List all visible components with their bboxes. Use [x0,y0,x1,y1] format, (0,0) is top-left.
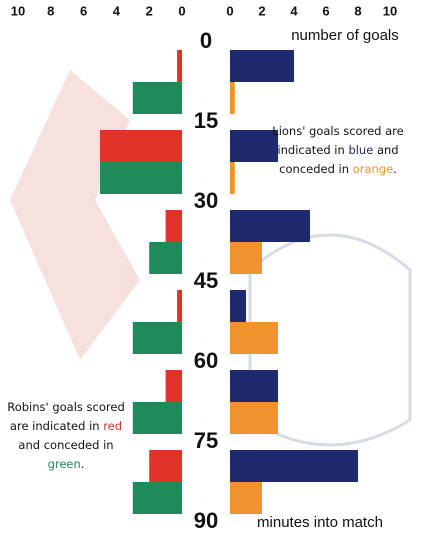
bar [149,242,182,274]
y-tick-label: 15 [194,108,218,133]
bar [230,162,235,194]
robins-emblem [10,70,140,360]
x-tick-label: 6 [80,3,87,18]
bar [177,290,182,322]
x-tick-label: 8 [47,3,54,18]
bar [230,322,278,354]
bar [132,482,182,514]
note-text: . [80,457,85,471]
note-text: Lions' goals scored are indicated in [272,124,404,157]
bar [230,450,358,482]
bar [230,402,278,434]
y-axis-label: minutes into match [257,514,383,531]
robins-note: Robins' goals scored are indicated in re… [0,398,132,474]
bar [230,130,278,162]
x-tick-label: 10 [11,3,25,18]
note-text: and conceded in [18,438,114,452]
bar [132,82,182,114]
note-text: . [393,162,397,176]
bar [132,322,182,354]
note-text: and conceded in [279,143,399,176]
bar [230,242,262,274]
bar [149,450,182,482]
x-tick-label: 0 [178,3,185,18]
bar [230,370,278,402]
y-tick-label: 30 [194,188,218,213]
y-tick-label: 90 [194,508,218,533]
bar [165,370,182,402]
bar [230,210,310,242]
bar [177,50,182,82]
bar [165,210,182,242]
note-text: red [103,419,123,433]
bar [230,482,262,514]
x-tick-label: 4 [113,3,121,18]
bar [132,402,182,434]
bar [230,50,294,82]
bar [100,130,182,162]
x-tick-label: 8 [354,3,361,18]
x-tick-label: 10 [383,3,397,18]
note-text: green [47,457,81,471]
y-tick-label: 45 [194,268,218,293]
y-tick-label: 75 [194,428,218,453]
x-tick-label: 0 [226,3,233,18]
y-tick-label: 60 [194,348,218,373]
note-text: blue [348,143,374,157]
x-tick-label: 4 [290,3,298,18]
bar [100,162,182,194]
x-tick-label: 2 [258,3,265,18]
x-axis-label: number of goals [291,27,399,44]
y-tick-label: 0 [200,28,212,53]
bar [230,82,235,114]
bar [230,290,246,322]
x-tick-label: 2 [146,3,153,18]
note-text: orange [352,162,394,176]
x-tick-label: 6 [322,3,329,18]
lions-note: Lions' goals scored are indicated in blu… [268,122,408,179]
note-text: Robins' goals scored are indicated in [7,400,125,433]
